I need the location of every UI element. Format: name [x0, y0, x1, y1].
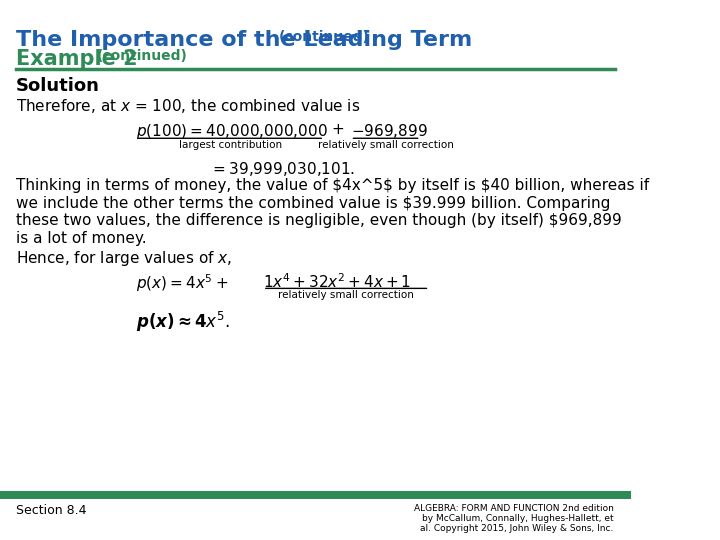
Text: $p(100) = 40{,}000{,}000{,}000$: $p(100) = 40{,}000{,}000{,}000$ [136, 123, 328, 141]
Text: Hence, for large values of $x$,: Hence, for large values of $x$, [16, 249, 232, 268]
Text: (continued): (continued) [96, 49, 187, 63]
Text: $\boldsymbol{p(x) \approx 4x^5.}$: $\boldsymbol{p(x) \approx 4x^5.}$ [136, 310, 230, 334]
Text: relatively small correction: relatively small correction [278, 291, 414, 300]
Text: $p(x) = 4x^5 +$: $p(x) = 4x^5 +$ [136, 273, 228, 294]
Text: we include the other terms the combined value is $39.999 billion. Comparing: we include the other terms the combined … [16, 195, 610, 211]
Text: The Importance of the Leading Term: The Importance of the Leading Term [16, 30, 472, 50]
Text: Therefore, at $x$ = 100, the combined value is: Therefore, at $x$ = 100, the combined va… [16, 97, 360, 115]
Text: $+$: $+$ [331, 123, 344, 138]
Text: largest contribution: largest contribution [179, 140, 282, 150]
Text: (continued): (continued) [279, 30, 369, 44]
Text: $-969{,}899$: $-969{,}899$ [351, 123, 427, 140]
Text: relatively small correction: relatively small correction [318, 140, 454, 150]
Text: $1x^4+32x^2+4x+1$: $1x^4+32x^2+4x+1$ [263, 273, 411, 291]
Bar [0, 491, 631, 499]
Text: Thinking in terms of money, the value of $4x^5$ by itself is $40 billion, wherea: Thinking in terms of money, the value of… [16, 178, 649, 193]
Text: ALGEBRA: FORM AND FUNCTION 2nd edition
by McCallum, Connally, Hughes-Hallett, et: ALGEBRA: FORM AND FUNCTION 2nd edition b… [413, 504, 613, 534]
Text: Solution: Solution [16, 77, 99, 95]
Text: Section 8.4: Section 8.4 [16, 504, 86, 517]
Text: $= 39{,}999{,}030{,}101.$: $= 39{,}999{,}030{,}101.$ [210, 160, 356, 178]
Text: Example 2: Example 2 [16, 49, 138, 69]
Text: is a lot of money.: is a lot of money. [16, 231, 146, 246]
Text: these two values, the difference is negligible, even though (by itself) $969,899: these two values, the difference is negl… [16, 213, 621, 228]
